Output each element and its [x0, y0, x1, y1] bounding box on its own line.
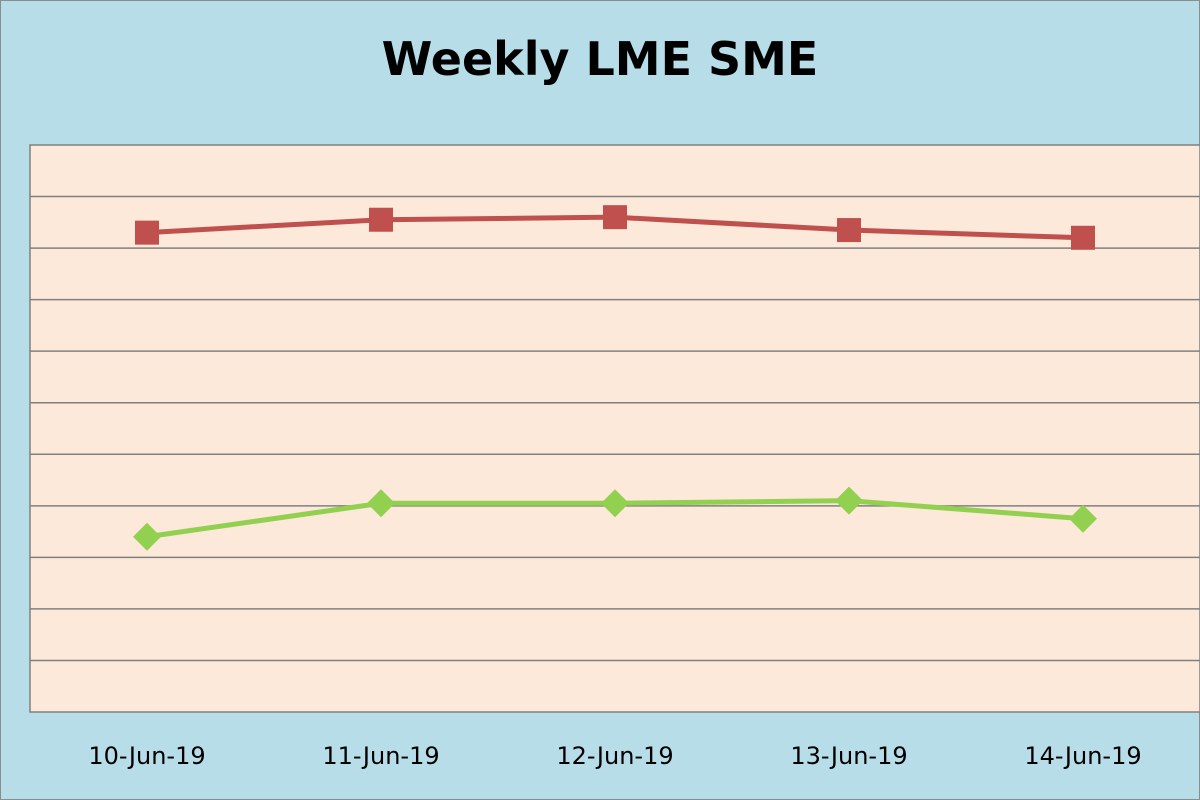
series-2-point-5 — [1069, 504, 1097, 533]
x-tick-label: 10-Jun-19 — [88, 742, 205, 770]
series-1-point-1 — [135, 220, 159, 245]
series-2-point-1 — [133, 522, 161, 551]
series-2-point-4 — [835, 486, 863, 515]
plot-area — [29, 144, 1200, 713]
series-2-point-3 — [601, 489, 629, 518]
series-2-point-2 — [367, 489, 395, 518]
x-tick-label: 13-Jun-19 — [790, 742, 907, 770]
chart-title: Weekly LME SME — [381, 32, 819, 86]
series-layer — [133, 205, 1097, 551]
x-tick-label: 11-Jun-19 — [322, 742, 439, 770]
series-1-point-3 — [603, 205, 627, 230]
series-1-point-5 — [1071, 225, 1095, 250]
series-1 — [135, 205, 1095, 250]
series-1-point-2 — [369, 207, 393, 232]
series-1-point-4 — [837, 218, 861, 243]
x-tick-label: 14-Jun-19 — [1024, 742, 1141, 770]
x-tick-label: 12-Jun-19 — [556, 742, 673, 770]
x-axis-labels: 10-Jun-19 11-Jun-19 12-Jun-19 13-Jun-19 14-J… — [88, 742, 1141, 770]
series-2 — [133, 486, 1097, 551]
gridlines — [30, 195, 1200, 662]
